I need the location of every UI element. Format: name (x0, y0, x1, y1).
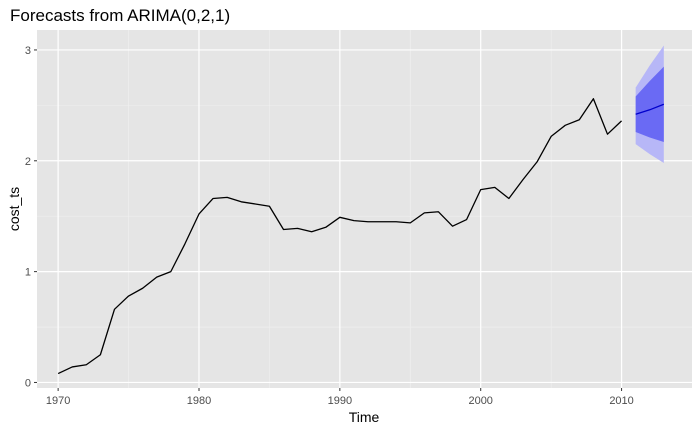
grid-major (37, 30, 692, 388)
x-tick-label: 2000 (468, 395, 492, 407)
y-tick-label: 2 (25, 156, 31, 168)
y-tick-label: 0 (25, 377, 31, 389)
chart-title: Forecasts from ARIMA(0,2,1) (10, 6, 230, 25)
series-layer (57, 98, 623, 375)
forecast-layer (635, 103, 665, 115)
x-tick-label: 1970 (46, 395, 70, 407)
y-axis: 0 1 2 3 (25, 45, 37, 389)
series-line (57, 98, 623, 375)
grid-minor (37, 30, 692, 388)
interval-80-band (635, 66, 664, 142)
y-axis-title: cost_ts (6, 187, 22, 231)
interval-80 (635, 66, 664, 142)
forecast-mean-line (635, 103, 665, 115)
plot-panel (37, 30, 692, 388)
y-tick-label: 3 (25, 45, 31, 57)
x-tick-label: 1980 (187, 395, 211, 407)
x-tick-label: 2010 (609, 395, 633, 407)
x-axis: 1970 1980 1990 2000 2010 (46, 388, 634, 407)
y-tick-label: 1 (25, 267, 31, 279)
x-axis-title: Time (349, 409, 380, 425)
x-tick-label: 1990 (328, 395, 352, 407)
